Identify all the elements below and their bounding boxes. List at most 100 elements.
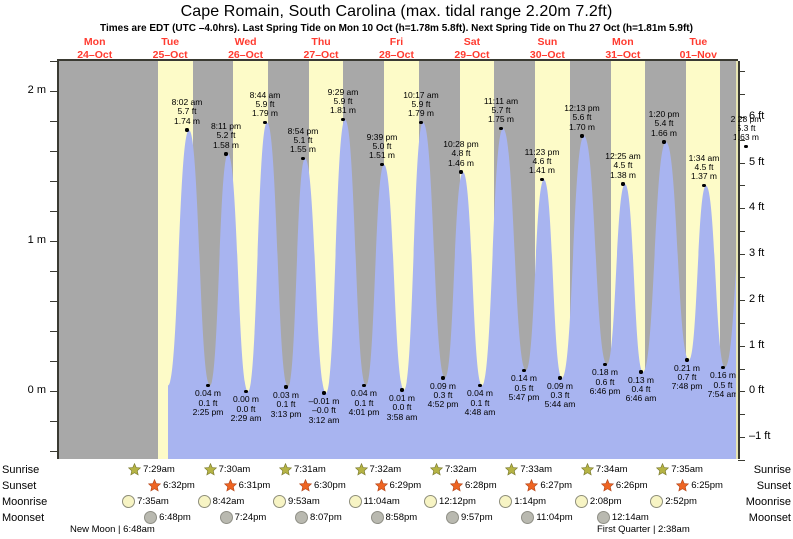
- tide-time: 6:46 pm: [589, 385, 621, 396]
- tide-point-marker: [206, 383, 210, 388]
- tide-metres: 0.04 m: [351, 388, 377, 399]
- tide-point-marker: [263, 120, 267, 125]
- tide-metres: 1.37 m: [691, 171, 717, 182]
- day-header-date: 24–Oct: [77, 48, 113, 61]
- tide-point-marker: [185, 128, 189, 132]
- tide-point-marker: [522, 368, 526, 373]
- tide-point-marker: [499, 126, 503, 131]
- y-axis-right-label-2: 4 ft: [749, 201, 765, 214]
- tide-time: 9:29 am: [327, 86, 359, 97]
- tide-feet: 0.5 ft: [713, 379, 733, 390]
- sunset-entry: 6:32pm: [148, 479, 195, 492]
- tide-label-high: 8:02 am 5.7 ft 1.74 m: [154, 97, 220, 126]
- moonrise-label-left: Moonrise: [2, 496, 48, 508]
- star-icon: [525, 479, 539, 492]
- tide-point-marker: [341, 117, 345, 122]
- moonrise-entry-time: 8:42am: [212, 496, 245, 507]
- moonrise-icon: [499, 495, 513, 508]
- axis-tick: [738, 414, 745, 416]
- moonrise-entry-time: 9:53am: [288, 496, 320, 507]
- axis-tick: [50, 91, 57, 93]
- tide-metres: 0.18 m: [592, 367, 618, 378]
- y-axis-right-label-7: –1 ft: [749, 430, 771, 443]
- tide-feet: 4.6 ft: [532, 155, 552, 166]
- star-icon: [279, 463, 293, 476]
- day-header-7: Mon 31–Oct: [583, 36, 663, 61]
- tide-label-high: 8:44 am 5.9 ft 1.79 m: [232, 90, 298, 119]
- moonrise-entry: 12:12pm: [423, 495, 476, 508]
- day-header-date: 29–Oct: [454, 48, 490, 61]
- tide-metres: 1.41 m: [529, 165, 555, 176]
- moonrise-entry-time: 12:12pm: [438, 496, 476, 507]
- day-header-date: 27–Oct: [303, 48, 339, 61]
- tide-point-marker: [580, 134, 584, 138]
- tide-label-low: 0.18 m 0.6 ft 6:46 pm: [572, 368, 638, 396]
- moonrise-icon: [423, 495, 437, 508]
- sunset-entry-time: 6:28pm: [464, 480, 497, 491]
- moonset-entry: 8:07pm: [295, 511, 342, 524]
- moonset-icon: [295, 511, 309, 524]
- sunrise-entry: 7:33am: [505, 463, 552, 476]
- axis-tick: [738, 322, 745, 324]
- moonrise-entry-time: 2:52pm: [665, 496, 697, 507]
- plot-top-border: [57, 59, 738, 61]
- moon-phase-note-1: First Quarter | 2:38am: [597, 524, 690, 535]
- day-header-2: Wed 26–Oct: [206, 36, 286, 61]
- axis-tick: [50, 451, 57, 453]
- tide-label-low: 0.00 m 0.0 ft 2:29 am: [213, 395, 279, 423]
- tide-area: [168, 119, 738, 459]
- moonset-entry: 9:57pm: [445, 511, 493, 524]
- tide-point-marker: [558, 376, 562, 380]
- tide-point-marker: [400, 388, 404, 392]
- sunrise-entry: 7:35am: [656, 463, 703, 476]
- day-header-date: 30–Oct: [529, 48, 565, 61]
- sunset-entry: 6:26pm: [600, 479, 648, 492]
- sunset-entry: 6:27pm: [525, 479, 572, 492]
- tide-time: 1:20 pm: [648, 109, 680, 120]
- sunset-entry: 6:28pm: [449, 479, 497, 492]
- tide-label-low: 0.04 m 0.1 ft 4:01 pm: [331, 389, 397, 417]
- moonset-entry-time: 11:04pm: [536, 512, 573, 523]
- day-header-1: Tue 25–Oct: [130, 36, 210, 61]
- tide-feet: –0.0 ft: [312, 405, 336, 416]
- tide-feet: 5.9 ft: [333, 95, 353, 106]
- axis-tick: [738, 231, 745, 233]
- moonset-entry: 8:58pm: [370, 511, 417, 524]
- moonrise-icon: [348, 495, 362, 508]
- axis-tick: [738, 93, 745, 95]
- page-title: Cape Romain, South Carolina (max. tidal …: [180, 3, 613, 20]
- tide-metres: 1.81 m: [330, 105, 356, 116]
- tide-feet: 0.7 ft: [677, 372, 697, 383]
- day-header-weekday: Sat: [463, 36, 481, 48]
- tide-label-low: 0.04 m 0.1 ft 4:48 am: [447, 389, 513, 417]
- tide-label-low: –0.01 m –0.0 ft 3:12 am: [291, 395, 357, 425]
- axis-tick: [50, 151, 57, 153]
- tide-feet: 5.7 ft: [491, 104, 511, 115]
- moonset-entry-time: 6:48pm: [159, 512, 191, 523]
- tide-metres: –0.01 m: [308, 395, 340, 406]
- axis-tick: [738, 368, 745, 370]
- tide-label-high: 1:20 pm 5.4 ft 1.66 m: [631, 109, 697, 138]
- sunset-entry: 6:30pm: [299, 479, 346, 492]
- tide-time: 7:54 am: [707, 388, 739, 399]
- moonrise-entry: 9:53am: [273, 495, 320, 508]
- tide-feet: 0.1 ft: [354, 397, 374, 408]
- day-header-weekday: Sun: [537, 36, 558, 48]
- tide-point-marker: [540, 177, 544, 182]
- tide-time: 9:39 pm: [366, 131, 398, 142]
- tide-feet: 4.5 ft: [694, 161, 714, 172]
- tide-metres: 0.09 m: [430, 380, 456, 391]
- tide-metres: 1.55 m: [290, 144, 316, 155]
- star-icon: [676, 479, 690, 492]
- tide-metres: 1.70 m: [569, 121, 595, 132]
- day-header-4: Fri 28–Oct: [357, 36, 437, 61]
- moonrise-entry-time: 7:35am: [137, 496, 169, 507]
- moonset-entry-time: 12:14am: [611, 512, 649, 523]
- tide-metres: 0.21 m: [674, 362, 700, 373]
- moonset-label-left: Moonset: [2, 512, 45, 524]
- day-header-weekday: Fri: [389, 36, 404, 48]
- tide-label-low: 0.04 m 0.1 ft 2:25 pm: [175, 389, 241, 417]
- sunrise-entry: 7:30am: [203, 463, 250, 476]
- tide-metres: 1.74 m: [174, 115, 200, 126]
- tide-point-marker: [702, 183, 706, 188]
